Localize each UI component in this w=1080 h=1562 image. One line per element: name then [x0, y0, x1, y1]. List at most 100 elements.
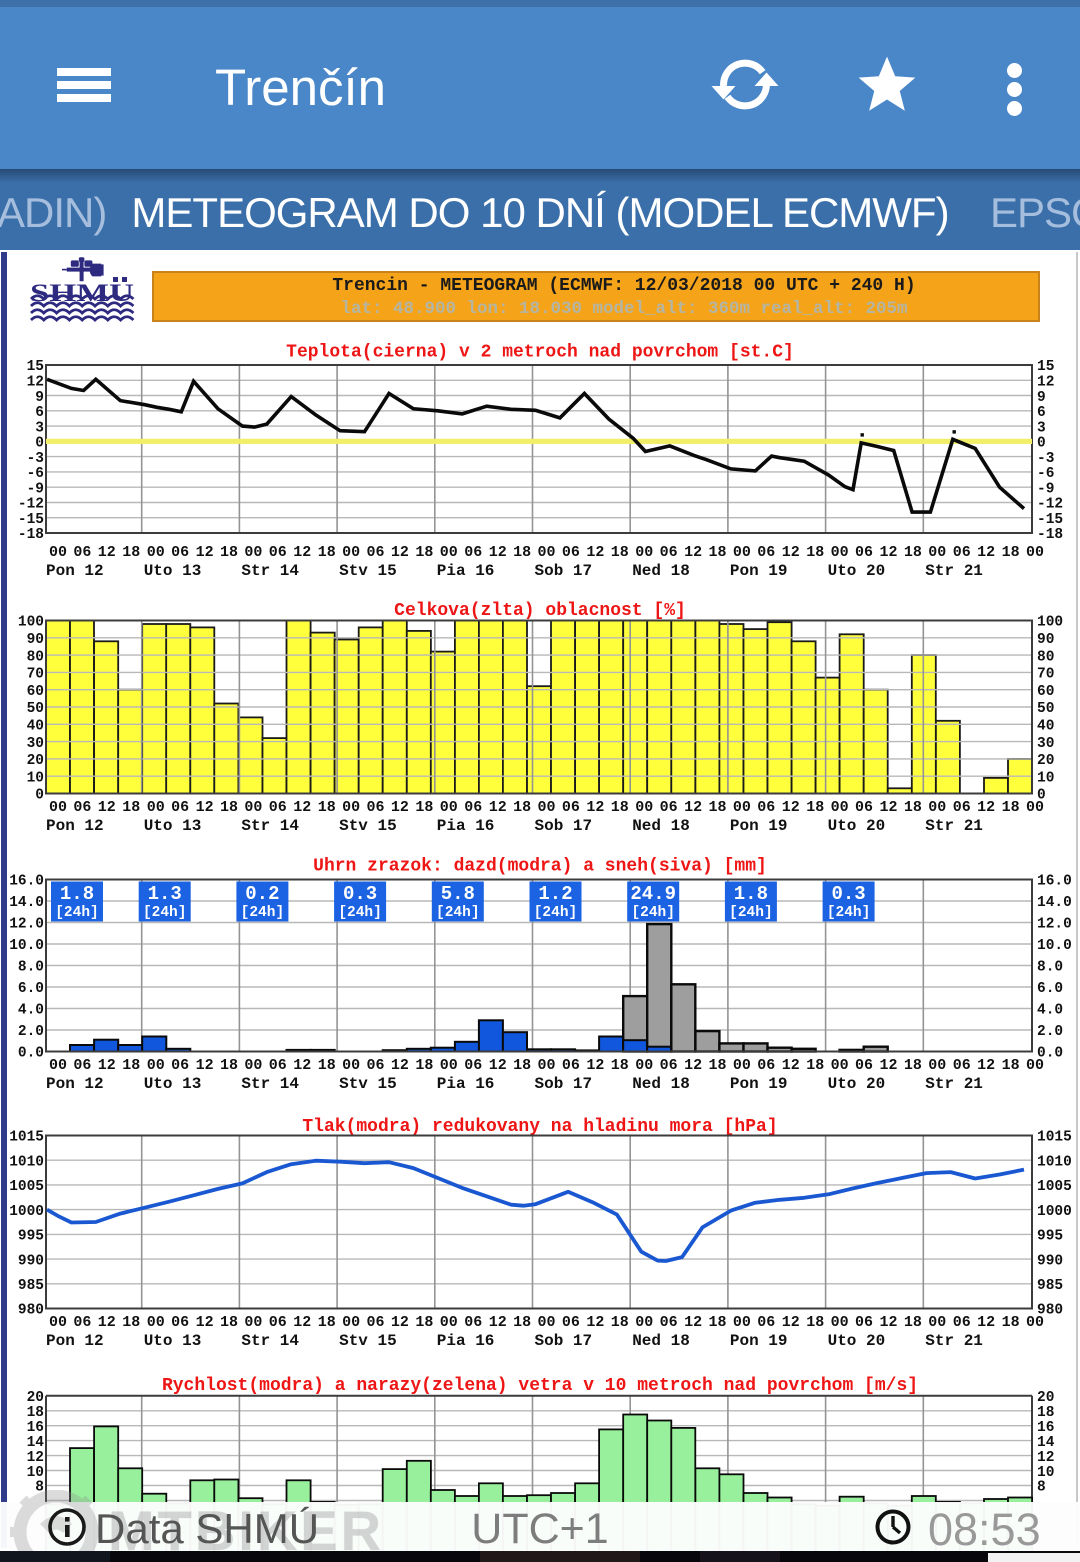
svg-text:18: 18	[318, 544, 336, 561]
svg-text:10.0: 10.0	[1037, 938, 1072, 954]
svg-text:990: 990	[18, 1253, 44, 1269]
svg-text:06: 06	[660, 544, 678, 561]
svg-text:12: 12	[782, 1057, 800, 1074]
svg-text:16: 16	[27, 1420, 44, 1436]
svg-text:18: 18	[611, 1057, 629, 1074]
svg-text:06: 06	[367, 1057, 385, 1074]
svg-text:12.0: 12.0	[9, 917, 44, 933]
svg-text:18: 18	[513, 1314, 531, 1331]
svg-text:18: 18	[904, 1057, 922, 1074]
svg-text:18: 18	[122, 799, 140, 816]
svg-text:50: 50	[1037, 701, 1054, 717]
svg-text:-6: -6	[27, 466, 44, 482]
svg-text:Str 14: Str 14	[241, 817, 299, 835]
svg-text:2.0: 2.0	[1037, 1024, 1063, 1040]
svg-text:Str 14: Str 14	[241, 562, 299, 580]
svg-text:0: 0	[1037, 788, 1046, 804]
svg-text:06: 06	[171, 544, 189, 561]
svg-text:-3: -3	[1037, 451, 1054, 467]
svg-text:06: 06	[73, 799, 91, 816]
svg-text:30: 30	[1037, 736, 1054, 752]
svg-text:[24h]: [24h]	[827, 905, 871, 921]
svg-text:18: 18	[904, 799, 922, 816]
svg-text:06: 06	[660, 799, 678, 816]
svg-text:Uto 20: Uto 20	[828, 817, 886, 835]
svg-text:Str 21: Str 21	[925, 817, 983, 835]
svg-text:[24h]: [24h]	[534, 905, 578, 921]
svg-text:00: 00	[342, 1314, 360, 1331]
svg-text:12: 12	[196, 1057, 214, 1074]
svg-text:Uto 13: Uto 13	[144, 817, 202, 835]
svg-text:18: 18	[122, 544, 140, 561]
svg-text:-15: -15	[18, 512, 44, 528]
svg-text:00: 00	[538, 1314, 556, 1331]
svg-text:18: 18	[220, 799, 238, 816]
svg-text:12: 12	[293, 799, 311, 816]
svg-text:18: 18	[122, 1314, 140, 1331]
svg-text:06: 06	[367, 544, 385, 561]
svg-text:12: 12	[391, 1314, 409, 1331]
svg-text:18: 18	[415, 1057, 433, 1074]
svg-text:12: 12	[489, 799, 507, 816]
svg-text:18: 18	[1037, 1405, 1054, 1421]
svg-text:14.0: 14.0	[1037, 895, 1072, 911]
svg-text:18: 18	[415, 799, 433, 816]
svg-text:[24h]: [24h]	[143, 905, 187, 921]
svg-text:8: 8	[35, 1480, 44, 1496]
svg-text:00: 00	[733, 544, 751, 561]
svg-text:18: 18	[709, 1057, 727, 1074]
svg-text:0.2: 0.2	[245, 883, 279, 905]
svg-text:18: 18	[806, 1314, 824, 1331]
svg-text:16.0: 16.0	[9, 874, 44, 890]
svg-text:18: 18	[1002, 1314, 1020, 1331]
svg-text:15: 15	[27, 359, 44, 375]
svg-text:12: 12	[977, 1057, 995, 1074]
svg-text:12: 12	[27, 1450, 44, 1466]
svg-text:18: 18	[415, 1314, 433, 1331]
svg-text:12: 12	[293, 544, 311, 561]
svg-text:12: 12	[98, 1057, 116, 1074]
svg-text:06: 06	[269, 544, 287, 561]
svg-text:12: 12	[489, 1057, 507, 1074]
svg-text:Tlak(modra) redukovany na hlad: Tlak(modra) redukovany na hladinu mora […	[302, 1117, 777, 1137]
svg-text:00: 00	[147, 799, 165, 816]
svg-text:18: 18	[220, 1057, 238, 1074]
svg-text:00: 00	[831, 799, 849, 816]
svg-text:10: 10	[27, 770, 44, 786]
svg-text:06: 06	[562, 1057, 580, 1074]
svg-text:1000: 1000	[9, 1204, 44, 1220]
svg-text:00: 00	[928, 799, 946, 816]
svg-text:06: 06	[855, 1057, 873, 1074]
svg-text:1.8: 1.8	[60, 883, 94, 905]
svg-text:90: 90	[1037, 632, 1054, 648]
svg-text:90: 90	[27, 632, 44, 648]
svg-text:1015: 1015	[9, 1130, 44, 1146]
svg-text:18: 18	[904, 544, 922, 561]
svg-text:12: 12	[880, 1057, 898, 1074]
svg-text:-9: -9	[1037, 481, 1054, 497]
svg-text:00: 00	[733, 799, 751, 816]
svg-text:Celkova(zlta) oblacnost [%]: Celkova(zlta) oblacnost [%]	[394, 601, 686, 621]
svg-text:16.0: 16.0	[1037, 874, 1072, 890]
svg-text:06: 06	[953, 1314, 971, 1331]
svg-text:1005: 1005	[1037, 1179, 1072, 1195]
svg-text:18: 18	[611, 544, 629, 561]
svg-text:995: 995	[1037, 1229, 1063, 1245]
svg-text:12: 12	[293, 1314, 311, 1331]
svg-text:06: 06	[757, 799, 775, 816]
svg-text:06: 06	[855, 544, 873, 561]
svg-text:12: 12	[27, 375, 44, 391]
svg-text:70: 70	[1037, 667, 1054, 683]
svg-text:6: 6	[35, 405, 44, 421]
svg-text:12: 12	[196, 1314, 214, 1331]
svg-text:980: 980	[1037, 1303, 1063, 1319]
svg-text:12: 12	[391, 799, 409, 816]
svg-text:12: 12	[782, 1314, 800, 1331]
svg-text:9: 9	[1037, 390, 1046, 406]
svg-text:Str 21: Str 21	[925, 1075, 983, 1093]
svg-text:Ned 18: Ned 18	[632, 562, 690, 580]
svg-text:00: 00	[49, 1314, 67, 1331]
svg-text:12: 12	[391, 544, 409, 561]
svg-text:Pia 16: Pia 16	[437, 1332, 495, 1350]
svg-text:12: 12	[880, 1314, 898, 1331]
